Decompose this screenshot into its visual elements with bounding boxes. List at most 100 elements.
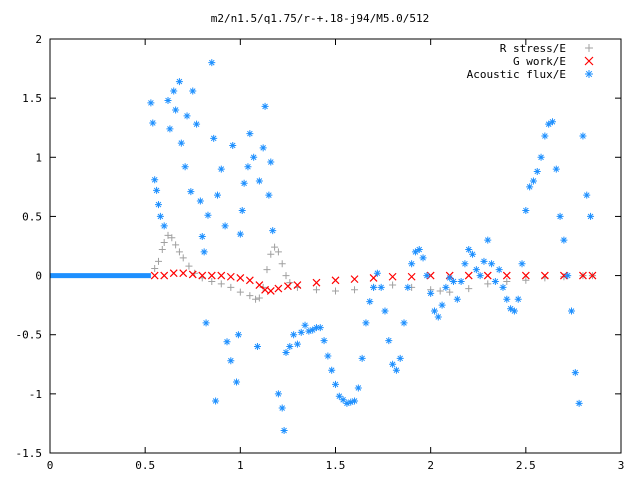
point-star-marker <box>545 120 553 128</box>
plot-frame <box>49 38 622 454</box>
point-x-marker <box>198 271 207 280</box>
point-star-marker <box>332 380 339 388</box>
point-x-marker <box>521 271 530 280</box>
point-star-marker <box>255 177 263 185</box>
point-star-marker <box>373 269 381 277</box>
point-star-marker <box>301 321 309 329</box>
point-star-marker <box>187 188 195 196</box>
point-star-marker <box>335 392 343 400</box>
point-star-marker <box>286 343 294 351</box>
point-plus-marker <box>351 286 359 294</box>
point-star-marker <box>244 163 252 171</box>
x-tick-label: 0 <box>47 459 54 472</box>
point-star-marker <box>469 250 477 258</box>
point-star-marker <box>229 141 237 149</box>
point-plus-marker <box>503 277 511 285</box>
point-star-marker <box>541 132 549 140</box>
point-star-marker <box>259 144 267 152</box>
point-star-marker <box>442 283 450 291</box>
point-plus-marker <box>465 285 473 293</box>
point-star-marker <box>278 404 286 412</box>
point-star-marker <box>488 260 496 268</box>
point-plus-marker <box>252 295 260 303</box>
point-star-marker <box>309 326 317 334</box>
point-star-marker <box>491 277 499 285</box>
point-star-marker <box>564 272 572 280</box>
point-plus-marker <box>175 248 183 256</box>
point-star-marker <box>362 319 370 327</box>
point-star-marker <box>476 272 484 280</box>
point-x-marker <box>169 269 178 278</box>
point-star-marker <box>196 197 204 205</box>
point-star-marker <box>223 338 231 346</box>
point-star-marker <box>183 112 191 120</box>
point-star-marker <box>213 191 221 199</box>
point-star-marker <box>579 132 587 140</box>
point-x-marker <box>502 271 511 280</box>
point-star-marker <box>282 348 290 356</box>
point-plus-marker <box>160 238 168 246</box>
point-star-marker <box>147 99 155 107</box>
point-star-marker <box>438 301 446 309</box>
point-star-marker <box>208 59 216 67</box>
point-x-marker <box>179 269 188 278</box>
point-plus-marker <box>585 44 593 52</box>
point-x-marker <box>369 274 378 282</box>
point-plus-marker <box>179 254 187 262</box>
point-plus-marker <box>151 264 159 272</box>
point-x-marker <box>293 281 302 289</box>
point-x-marker <box>226 272 235 281</box>
point-x-marker <box>588 271 597 280</box>
legend-label: R stress/E <box>500 42 566 55</box>
point-plus-marker <box>227 283 235 291</box>
y-tick-label: 1.5 <box>22 92 42 105</box>
point-star-marker <box>212 397 220 405</box>
point-star-marker <box>240 179 248 187</box>
point-star-marker <box>480 257 488 265</box>
point-star-marker <box>202 319 210 327</box>
point-star-marker <box>518 260 526 268</box>
point-star-marker <box>358 354 366 362</box>
point-plus-marker <box>522 276 530 284</box>
point-plus-marker <box>246 292 254 300</box>
point-star-marker <box>548 118 556 126</box>
point-star-marker <box>408 260 416 268</box>
point-star-marker <box>234 331 242 339</box>
point-star-marker <box>510 307 518 315</box>
point-x-marker <box>236 274 245 282</box>
point-star-marker <box>381 307 389 315</box>
point-x-marker <box>464 271 473 280</box>
point-star-marker <box>290 331 298 339</box>
point-x-marker <box>245 276 254 285</box>
point-plus-marker <box>274 248 282 256</box>
point-star-marker <box>583 191 591 199</box>
point-plus-marker <box>255 294 263 302</box>
point-x-marker <box>579 271 587 280</box>
point-star-marker <box>366 298 374 306</box>
point-star-marker <box>396 354 404 362</box>
point-star-marker <box>430 307 438 315</box>
point-star-marker <box>453 295 461 303</box>
legend-label: G work/E <box>513 55 566 68</box>
point-star-marker <box>200 248 208 256</box>
point-star-marker <box>305 327 313 335</box>
point-star-marker <box>189 87 197 95</box>
point-plus-marker <box>278 260 286 268</box>
point-star-marker <box>514 295 522 303</box>
point-x-marker <box>540 271 549 280</box>
point-plus-marker <box>185 262 193 270</box>
point-x-marker <box>188 270 197 279</box>
point-star-marker <box>389 360 397 368</box>
point-star-marker <box>575 399 583 407</box>
point-star-marker <box>385 337 393 345</box>
point-star-marker <box>210 134 218 142</box>
point-plus-marker <box>236 288 244 296</box>
y-tick-label: -1 <box>29 388 42 401</box>
point-star-marker <box>411 248 419 256</box>
point-x-marker <box>255 281 264 289</box>
point-star-marker <box>560 236 568 244</box>
point-star-marker <box>227 357 235 365</box>
y-tick-label: 0.5 <box>22 210 42 223</box>
series-2 <box>147 59 595 435</box>
